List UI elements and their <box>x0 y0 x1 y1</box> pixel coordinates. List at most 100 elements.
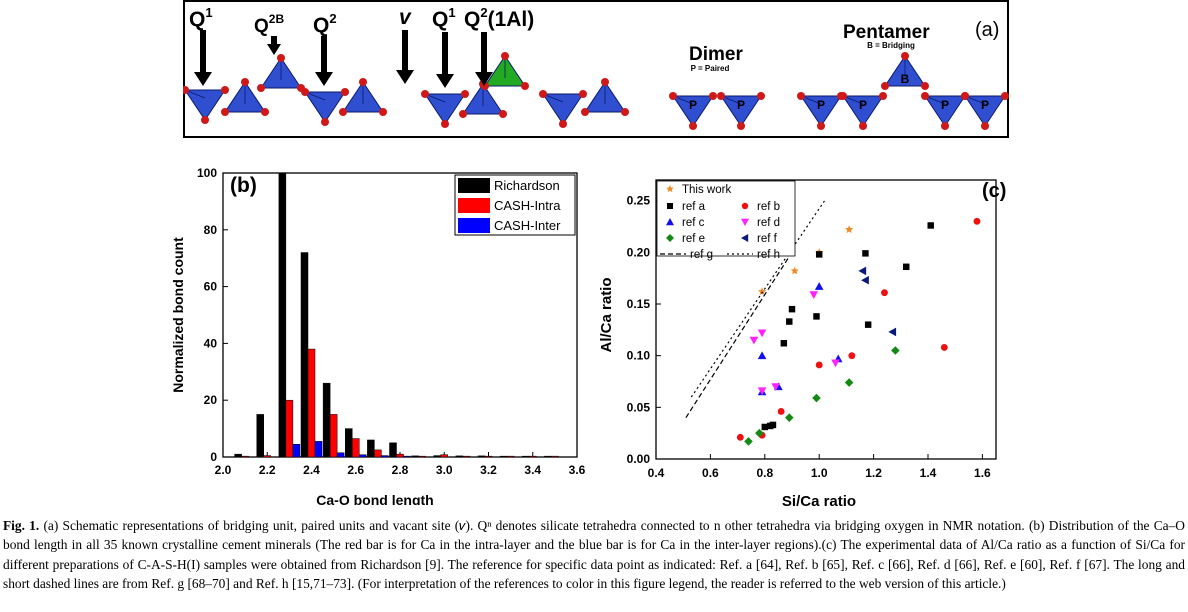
bar-richardson <box>278 172 287 458</box>
marker-triangle-left <box>888 327 897 337</box>
c-axes: 0.4 0.6 0.8 1.0 1.2 1.4 1.6 0.00 0.05 0.10 0.15 0.2… <box>627 179 997 480</box>
oxygen-atom <box>501 52 509 60</box>
oxygen-atom <box>201 116 209 124</box>
marker-square <box>667 203 673 209</box>
c-legend-label: ref a <box>682 201 706 213</box>
oxygen-atom <box>499 110 507 118</box>
bar-cash-intra <box>352 438 360 458</box>
oxygen-atom <box>579 90 587 98</box>
oxygen-atom <box>709 92 717 100</box>
oxygen-atom <box>879 92 887 100</box>
c-legend-label: This work <box>682 184 731 196</box>
c-xtick-label: 1.4 <box>920 466 937 480</box>
marker-square <box>788 305 796 313</box>
b-xtick-label: 2.4 <box>303 463 320 477</box>
arrow-q1-head <box>194 72 212 86</box>
bar-richardson <box>345 428 353 458</box>
b-ytick-label: 20 <box>204 393 218 407</box>
bar-cash-inter <box>314 441 323 458</box>
bar-cash-intra <box>329 414 338 458</box>
b-xtick-label: 3.0 <box>436 463 453 477</box>
oxygen-atom <box>717 92 725 100</box>
marker-triangle-up <box>757 351 767 360</box>
pentamer-b-label: B <box>901 72 910 86</box>
panel-b-bar-chart: 2.0 2.2 2.4 2.6 2.8 3.0 3.2 3.4 3.6020406080100 … <box>170 166 586 505</box>
arrow-q2b-head <box>267 44 281 55</box>
label-q2-1al: Q2(1Al) <box>464 5 534 31</box>
label-q2: Q2 <box>313 11 337 37</box>
marker-triangle-down <box>831 359 840 368</box>
caption-text: (a) Schematic representations of bridgin… <box>3 518 1185 591</box>
b-legend-swatch <box>458 218 490 233</box>
oxygen-atom <box>839 92 847 100</box>
marker-triangle-down <box>757 387 767 396</box>
panel-b-letter: (b) <box>230 174 257 197</box>
b-legend-label: Richardson <box>494 178 560 193</box>
oxygen-atom <box>669 92 677 100</box>
c-xtick-label: 1.0 <box>811 466 828 480</box>
c-legend-label: ref b <box>757 201 780 213</box>
bar-richardson <box>544 455 552 458</box>
c-legend-label: ref g <box>690 249 713 261</box>
b-xtick-label: 2.2 <box>259 463 276 477</box>
marker-diamond <box>666 234 674 242</box>
marker-diamond <box>891 346 900 355</box>
oxygen-atom <box>757 92 765 100</box>
b-xtick-label: 3.2 <box>480 463 497 477</box>
tetrahedron <box>542 93 584 125</box>
c-ytick-label: 0.00 <box>627 452 651 466</box>
c-legend-label: ref h <box>757 249 780 261</box>
marker-square <box>862 250 869 257</box>
oxygen-atom <box>581 108 589 116</box>
dimer-subtitle: P = Paired <box>691 64 730 73</box>
marker-circle <box>848 352 856 360</box>
marker-diamond <box>784 413 794 422</box>
panel-a-schematic: P P P P B P P Q1 Q2B Q2 v Q1 Q2(1Al) Dimer Pen… <box>183 0 1009 138</box>
arrow-v-head <box>396 70 414 84</box>
c-legend-label: ref e <box>682 233 705 245</box>
arrow-q1-al-head <box>436 74 454 88</box>
bar-richardson <box>300 252 309 458</box>
b-ytick-label: 40 <box>204 336 218 350</box>
figure-caption: Fig. 1. (a) Schematic representations of… <box>3 516 1185 593</box>
oxygen-atom <box>921 92 929 100</box>
c-xtick-label: 0.4 <box>648 466 665 480</box>
tetrahedron <box>842 95 884 127</box>
bar-richardson <box>367 439 375 458</box>
pentamer-p-label: P <box>859 98 867 112</box>
bar-cash-intra <box>285 399 294 458</box>
oxygen-atom <box>1001 92 1009 100</box>
oxygen-atom <box>921 82 929 90</box>
panel-c-scatter-chart: 0.4 0.6 0.8 1.0 1.2 1.4 1.6 0.00 0.05 0.10 0.15 0.2… <box>598 179 1006 510</box>
c-ytick-label: 0.05 <box>627 400 651 414</box>
tetrahedra-chains: P P P P B P P <box>183 52 1009 130</box>
arrow-q2-al-head <box>475 72 493 86</box>
marker-square <box>769 421 777 429</box>
oxygen-atom <box>441 120 449 128</box>
marker-diamond <box>812 393 821 403</box>
marker-square <box>815 251 823 258</box>
marker-diamond <box>844 378 854 387</box>
bar-cash-intra <box>551 455 559 458</box>
bar-richardson <box>256 414 264 458</box>
oxygen-atom <box>859 122 867 130</box>
oxygen-atom <box>339 108 347 116</box>
marker-square <box>903 263 910 271</box>
c-legend-label: ref d <box>757 217 780 229</box>
c-ylabel: Al/Ca ratio <box>598 277 615 352</box>
oxygen-atom <box>459 110 467 118</box>
c-ytick-label: 0.10 <box>627 349 651 363</box>
bar-cash-intra <box>241 455 249 458</box>
oxygen-atom <box>461 90 469 98</box>
marker-square <box>927 222 934 229</box>
c-xtick-label: 0.6 <box>702 466 719 480</box>
b-xtick-label: 2.8 <box>392 463 409 477</box>
bar-cash-intra <box>462 455 471 458</box>
marker-triangle-up <box>814 282 824 290</box>
tetrahedron <box>672 95 714 127</box>
oxygen-atom <box>689 122 697 130</box>
tetrahedron <box>964 95 1006 127</box>
oxygen-atom <box>241 78 249 86</box>
b-ytick-label: 60 <box>204 280 218 294</box>
marker-square <box>864 321 872 328</box>
